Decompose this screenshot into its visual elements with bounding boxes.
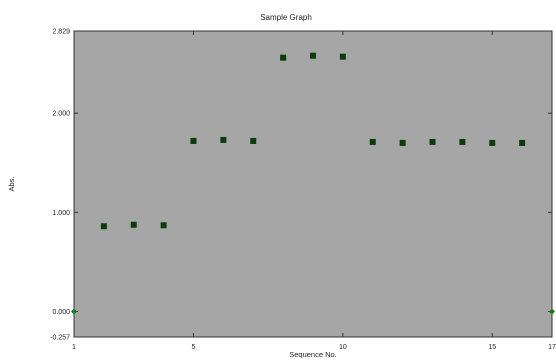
x-tick-label: 15 <box>488 344 496 351</box>
baseline-point <box>549 308 555 315</box>
data-point <box>280 54 287 61</box>
x-tick-label: 5 <box>192 344 196 351</box>
y-tick-label: -0.257 <box>50 335 70 342</box>
data-point <box>399 139 406 146</box>
data-point <box>100 223 107 230</box>
data-point <box>220 136 227 143</box>
x-tick-label: 17 <box>548 344 556 351</box>
y-tick-label: 1.000 <box>52 210 70 217</box>
data-point <box>459 138 466 145</box>
data-point <box>160 222 167 229</box>
y-axis: 2.829 2.000 1.000 0.000 -0.257 <box>50 29 552 342</box>
y-axis-title: Abs. <box>7 176 16 191</box>
y-tick-label: 0.000 <box>52 309 70 316</box>
data-point <box>190 137 197 144</box>
x-tick-label: 1 <box>72 344 76 351</box>
data-point <box>339 53 346 60</box>
y-tick-label: 2.000 <box>52 111 70 118</box>
baseline-point <box>71 308 77 315</box>
data-point <box>489 139 496 146</box>
plot-area <box>73 30 553 338</box>
x-axis-title: Sequence No. <box>289 350 337 358</box>
x-axis: 1 5 10 15 17 <box>72 31 556 351</box>
data-point <box>130 221 137 228</box>
data-point <box>429 138 436 145</box>
data-point <box>310 52 316 59</box>
data-point <box>250 137 257 144</box>
data-point <box>369 138 376 145</box>
chart-title: Sample Graph <box>260 13 312 22</box>
y-tick-label: 2.829 <box>52 29 70 36</box>
x-tick-label: 10 <box>339 344 347 351</box>
data-point <box>519 139 526 146</box>
data-points <box>71 52 555 315</box>
